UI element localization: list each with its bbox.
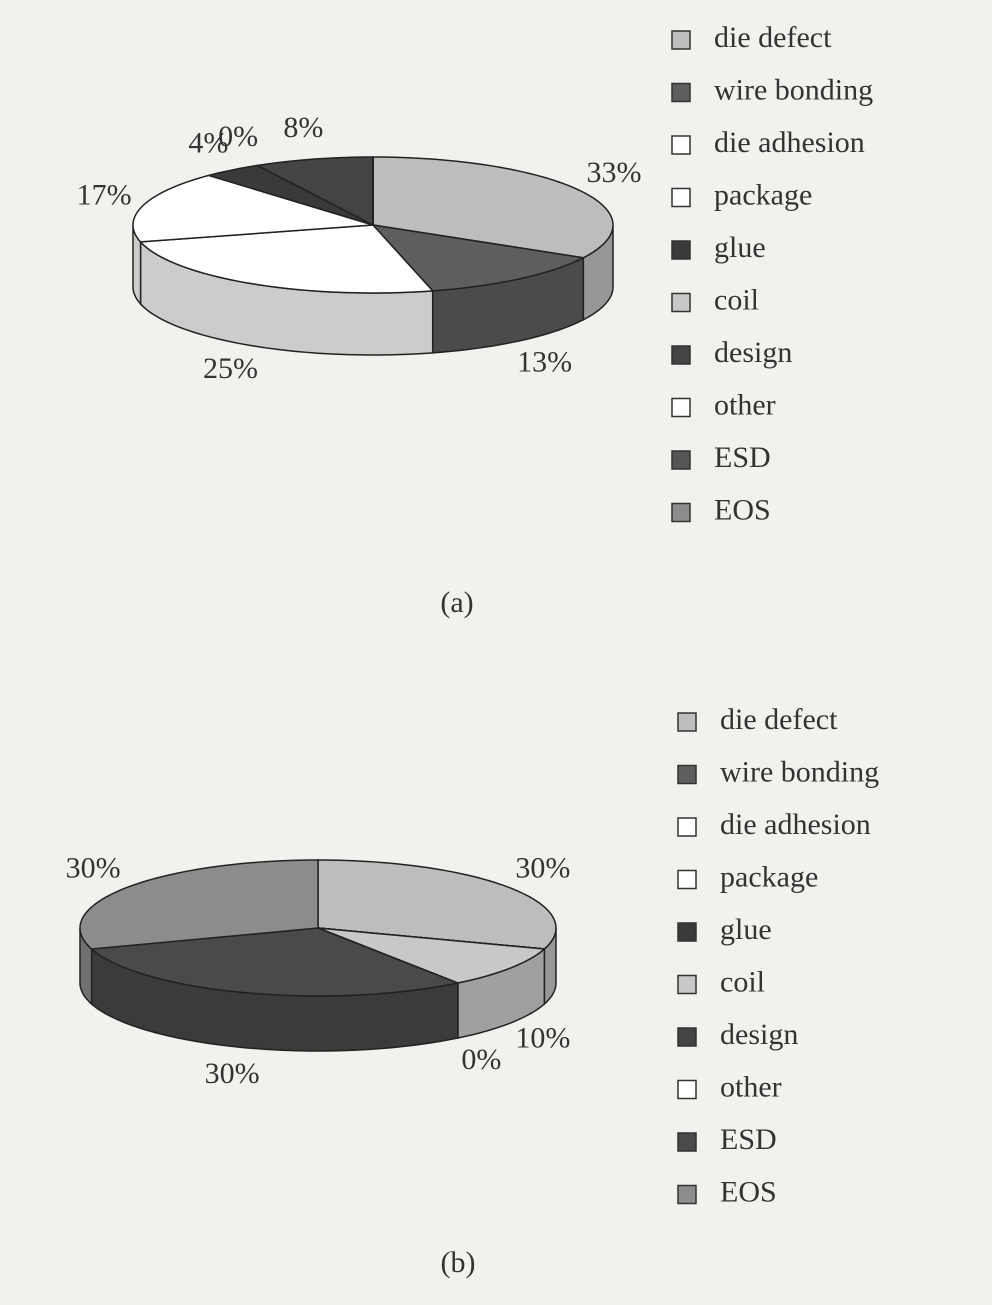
legend-label: die adhesion xyxy=(720,808,871,841)
legend-swatch xyxy=(677,869,697,890)
legend-label: EOS xyxy=(720,1175,777,1208)
legend-label: die adhesion xyxy=(714,126,865,159)
legend-label: design xyxy=(714,336,792,369)
legend-label: coil xyxy=(720,965,765,998)
data-label: 30% xyxy=(66,851,121,884)
legend-label: other xyxy=(720,1070,782,1103)
slice xyxy=(138,224,435,294)
legend-label: other xyxy=(714,388,776,421)
legend-label: die defect xyxy=(720,703,838,736)
slice xyxy=(205,164,374,226)
legend-swatch xyxy=(671,135,691,155)
legend-label: glue xyxy=(720,913,772,946)
data-label: 8% xyxy=(283,111,323,144)
legend-label: package xyxy=(720,860,818,893)
slice xyxy=(371,223,586,292)
legend-swatch xyxy=(671,450,691,470)
data-label: 25% xyxy=(203,352,258,385)
legend-swatch xyxy=(671,240,691,260)
legend-label: wire bonding xyxy=(720,755,879,788)
data-label: 10% xyxy=(515,1021,570,1054)
data-label: 30% xyxy=(205,1057,260,1090)
legend-swatch xyxy=(677,1079,697,1100)
legend-label: wire bonding xyxy=(714,73,873,106)
legend-swatch xyxy=(677,764,697,785)
slice xyxy=(372,156,614,259)
legend-swatch xyxy=(671,30,691,50)
slice xyxy=(79,859,319,950)
data-label: 17% xyxy=(77,179,132,212)
legend-swatch xyxy=(677,974,697,995)
legend-swatch xyxy=(671,292,691,313)
legend-swatch xyxy=(671,82,691,103)
legend-swatch xyxy=(677,1132,697,1152)
legend-swatch xyxy=(671,397,691,418)
legend-swatch xyxy=(677,1027,697,1047)
slice xyxy=(317,859,557,950)
legend-label: ESD xyxy=(720,1123,777,1156)
caption: (a) xyxy=(440,586,473,619)
data-label: 30% xyxy=(515,851,570,884)
data-label: 13% xyxy=(517,345,572,378)
legend-swatch xyxy=(677,712,697,732)
data-label: 33% xyxy=(587,156,642,189)
legend-swatch xyxy=(677,1184,697,1205)
legend-label: EOS xyxy=(714,493,771,526)
legend-swatch xyxy=(677,922,697,942)
legend-swatch xyxy=(677,817,697,837)
slice xyxy=(317,927,547,984)
legend-label: package xyxy=(714,178,812,211)
legend-label: coil xyxy=(714,283,759,316)
slice xyxy=(132,174,374,243)
legend-label: glue xyxy=(714,231,766,264)
data-label: 0% xyxy=(461,1043,501,1076)
data-label: 0% xyxy=(218,120,258,153)
legend-swatch xyxy=(671,187,691,208)
slice xyxy=(254,156,374,227)
legend-label: die defect xyxy=(714,21,832,54)
slice xyxy=(89,927,461,997)
legend-swatch xyxy=(671,502,691,523)
legend-swatch xyxy=(671,345,691,365)
legend-label: design xyxy=(720,1018,798,1051)
legend-label: ESD xyxy=(714,441,771,474)
caption: (b) xyxy=(441,1246,476,1279)
data-label: 4% xyxy=(188,127,228,160)
